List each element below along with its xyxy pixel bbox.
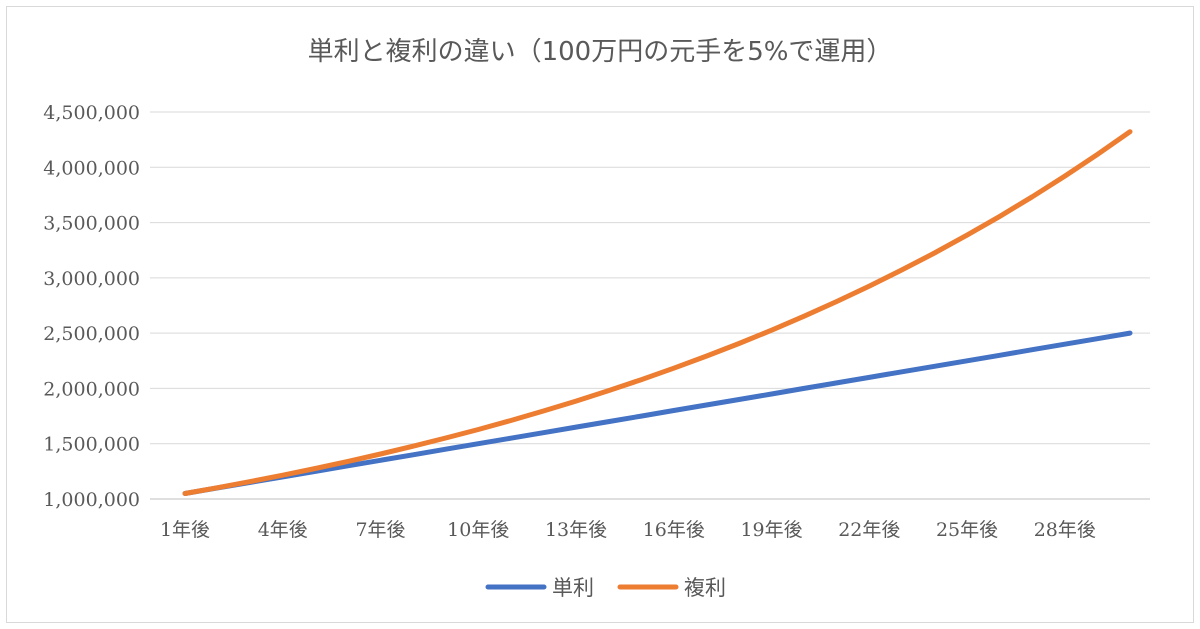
y-tick-label: 4,500,000 bbox=[43, 102, 140, 124]
series-line-simple bbox=[182, 330, 1133, 496]
x-tick-label: 10年後 bbox=[447, 519, 509, 541]
x-tick-label: 16年後 bbox=[643, 519, 705, 541]
y-tick-label: 3,500,000 bbox=[43, 213, 140, 235]
x-tick-label: 22年後 bbox=[838, 519, 900, 541]
chart-title: 単利と複利の違い（100万円の元手を5%で運用） bbox=[308, 37, 893, 67]
x-tick-label: 7年後 bbox=[355, 519, 405, 541]
y-tick-label: 2,500,000 bbox=[43, 323, 140, 345]
y-tick-label: 1,500,000 bbox=[43, 434, 140, 456]
y-tick-label: 1,000,000 bbox=[43, 489, 140, 511]
chart-frame bbox=[6, 6, 1194, 623]
y-tick-label: 3,000,000 bbox=[43, 268, 140, 290]
legend-label: 複利 bbox=[684, 576, 726, 600]
legend-label: 単利 bbox=[552, 576, 594, 600]
x-tick-label: 1年後 bbox=[160, 519, 210, 541]
legend: 単利 複利 bbox=[485, 576, 726, 600]
x-tick-label: 19年後 bbox=[740, 519, 802, 541]
x-tick-label: 28年後 bbox=[1034, 519, 1096, 541]
y-tick-label: 2,000,000 bbox=[43, 378, 140, 400]
gridlines bbox=[150, 111, 1150, 500]
x-tick-label: 4年後 bbox=[258, 519, 308, 541]
series-line-compound bbox=[182, 129, 1133, 496]
series-lines bbox=[182, 129, 1133, 496]
x-axis-ticks: 1年後 4年後 7年後 10年後 13年後 16年後 19年後 22年後 25年後 28年後 bbox=[160, 519, 1096, 541]
y-axis-ticks: 1,000,000 1,500,000 2,000,000 2,500,000 3,00… bbox=[43, 102, 140, 511]
y-tick-label: 4,000,000 bbox=[43, 157, 140, 179]
x-tick-label: 25年後 bbox=[936, 519, 998, 541]
x-tick-label: 13年後 bbox=[545, 519, 607, 541]
